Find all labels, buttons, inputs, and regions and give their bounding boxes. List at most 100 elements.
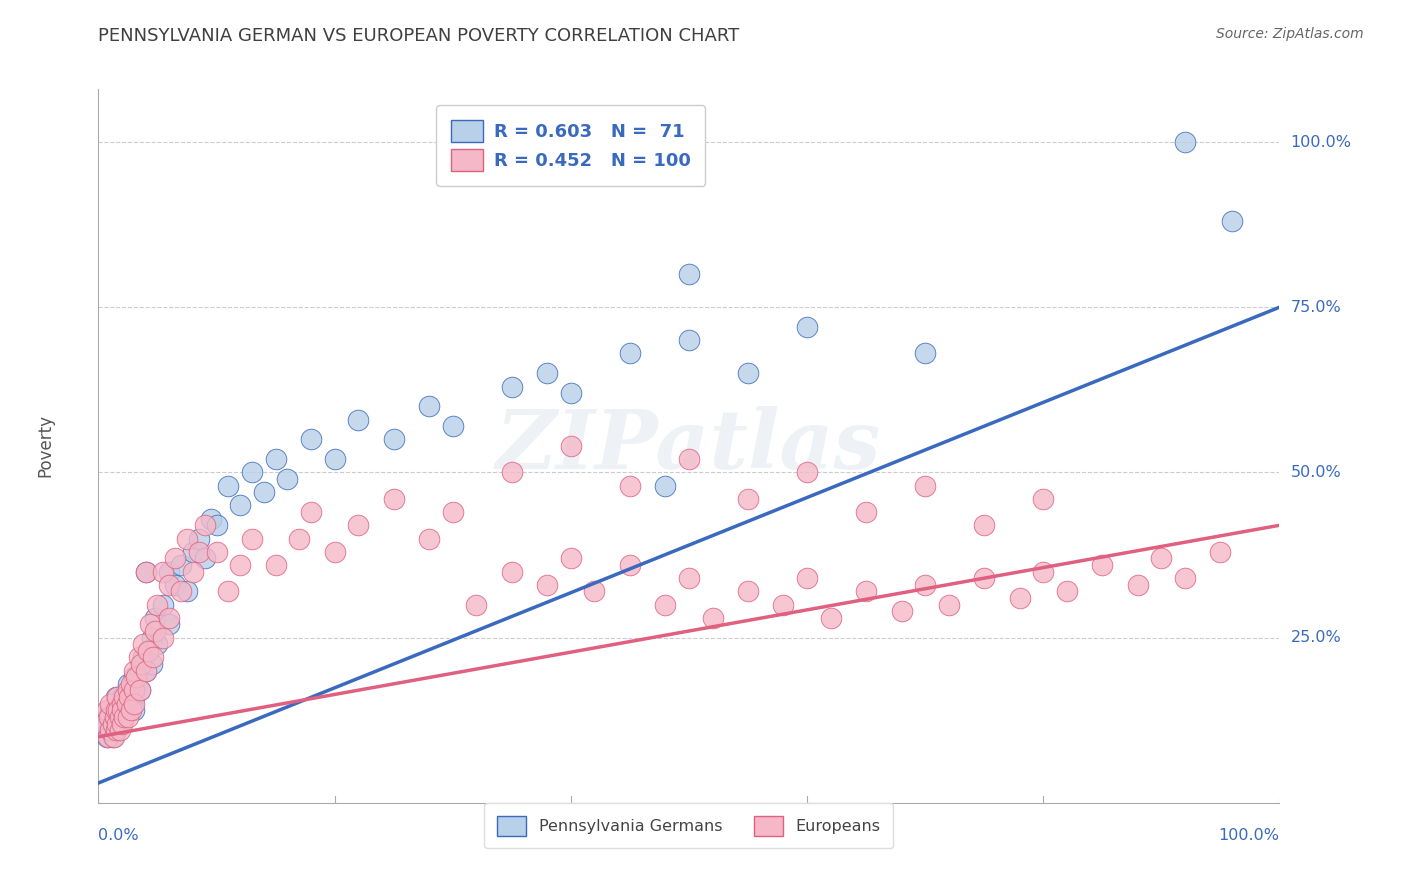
Point [914,478,936,492]
Point [181,545,204,559]
Point [772,598,794,612]
Point [157,611,180,625]
Point [143,611,166,625]
Point [165,578,187,592]
Point [205,545,228,559]
Point [96,730,118,744]
Point [105,703,128,717]
Legend: Pennsylvania Germans, Europeans: Pennsylvania Germans, Europeans [485,804,893,848]
Point [115,697,138,711]
Point [678,333,700,347]
Point [465,598,488,612]
Point [914,346,936,360]
Point [111,703,134,717]
Point [118,690,141,704]
Point [122,670,145,684]
Point [136,644,159,658]
Point [418,400,440,414]
Point [382,433,405,447]
Point [1174,571,1197,585]
Point [135,565,157,579]
Point [501,565,523,579]
Point [108,723,131,738]
Point [98,703,121,717]
Point [1150,551,1173,566]
Point [253,485,276,500]
Point [93,716,115,731]
Point [132,650,155,665]
Point [194,551,217,566]
Point [170,558,193,572]
Point [157,565,180,579]
Point [103,710,125,724]
Point [1126,578,1149,592]
Point [121,677,143,691]
Point [654,478,676,492]
Point [1209,545,1232,559]
Point [1032,491,1054,506]
Point [347,412,370,426]
Point [152,565,174,579]
Text: 25.0%: 25.0% [1291,630,1341,645]
Point [101,716,124,731]
Point [276,472,298,486]
Text: 0.0%: 0.0% [98,828,139,843]
Point [1174,135,1197,149]
Point [128,650,150,665]
Point [135,565,157,579]
Point [132,637,155,651]
Point [229,558,252,572]
Point [125,670,148,684]
Point [583,584,606,599]
Point [678,452,700,467]
Point [678,571,700,585]
Point [142,650,165,665]
Point [654,598,676,612]
Point [560,551,582,566]
Point [240,466,263,480]
Point [139,617,162,632]
Point [217,478,239,492]
Point [796,466,818,480]
Point [1220,214,1243,228]
Point [111,703,134,717]
Point [105,723,128,738]
Text: 100.0%: 100.0% [1219,828,1279,843]
Point [125,677,148,691]
Point [914,578,936,592]
Point [240,532,263,546]
Point [737,491,759,506]
Point [104,723,127,738]
Point [98,723,121,738]
Point [1056,584,1078,599]
Point [973,518,995,533]
Point [536,578,558,592]
Point [107,703,129,717]
Point [1091,558,1114,572]
Point [128,683,150,698]
Point [96,703,118,717]
Point [737,584,759,599]
Point [117,677,139,691]
Point [112,710,135,724]
Point [146,598,169,612]
Point [264,452,287,467]
Point [323,452,346,467]
Point [501,466,523,480]
Point [117,690,139,704]
Point [702,611,724,625]
Text: Source: ZipAtlas.com: Source: ZipAtlas.com [1216,27,1364,41]
Point [135,664,157,678]
Point [98,710,121,724]
Point [441,505,464,519]
Point [117,683,139,698]
Point [122,690,145,704]
Text: 50.0%: 50.0% [1291,465,1341,480]
Point [619,558,641,572]
Point [200,511,222,525]
Point [122,683,145,698]
Text: PENNSYLVANIA GERMAN VS EUROPEAN POVERTY CORRELATION CHART: PENNSYLVANIA GERMAN VS EUROPEAN POVERTY … [98,27,740,45]
Point [1032,565,1054,579]
Point [111,690,134,704]
Point [796,571,818,585]
